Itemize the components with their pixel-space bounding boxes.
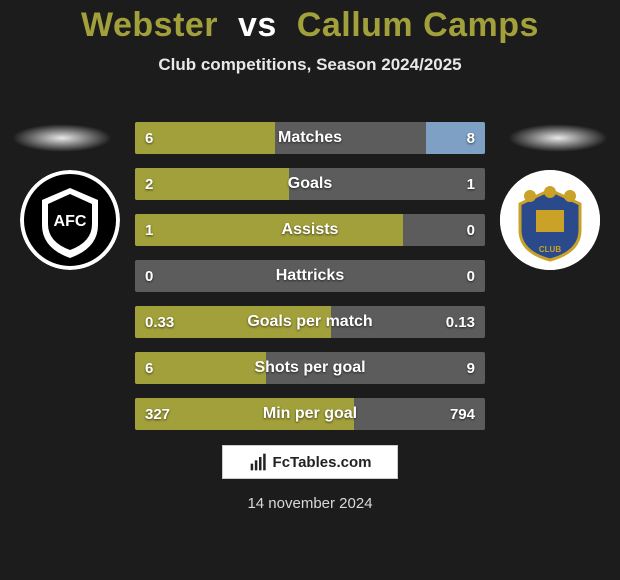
stat-bar-right (426, 122, 486, 154)
svg-text:AFC: AFC (54, 213, 87, 230)
player1-name: Webster (81, 6, 218, 44)
stat-row: 327794Min per goal (135, 398, 485, 430)
player2-name: Callum Camps (297, 6, 539, 44)
stat-value-right: 1 (467, 168, 475, 200)
stat-row: 68Matches (135, 122, 485, 154)
stat-value-left: 0.33 (145, 306, 174, 338)
stat-bar-left (135, 352, 266, 384)
page-title: Webster vs Callum Camps (0, 0, 620, 45)
stat-value-right: 0 (467, 214, 475, 246)
stat-row: 0 0Hattricks (135, 260, 485, 292)
stat-value-left: 1 (145, 214, 153, 246)
player2-shadow (508, 124, 608, 152)
stat-bar-left (135, 168, 289, 200)
shield-icon: AFC (20, 170, 120, 270)
stat-value-right: 794 (450, 398, 475, 430)
stat-value-left: 0 (145, 260, 153, 292)
crest-icon: CLUB (500, 170, 600, 270)
player1-shadow (12, 124, 112, 152)
comparison-infographic: Webster vs Callum Camps Club competition… (0, 0, 620, 580)
branding-text: FcTables.com (273, 454, 372, 471)
stat-value-right: 8 (467, 122, 475, 154)
vs-text: vs (238, 6, 277, 44)
stat-bar-left (135, 214, 403, 246)
stat-bars: 68Matches21Goals10Assists00Hattricks0.33… (135, 122, 485, 444)
stat-value-right: 0 (467, 260, 475, 292)
subtitle: Club competitions, Season 2024/2025 (0, 55, 620, 75)
stat-value-right: 0.13 (446, 306, 475, 338)
chart-icon (249, 452, 269, 472)
stat-row: 0.330.13Goals per match (135, 306, 485, 338)
stat-row: 10Assists (135, 214, 485, 246)
player2-club-badge: CLUB (500, 170, 600, 270)
stat-value-left: 6 (145, 352, 153, 384)
stat-bar-left (135, 122, 275, 154)
stat-value-left: 6 (145, 122, 153, 154)
stat-value-left: 2 (145, 168, 153, 200)
stat-label: Hattricks (135, 260, 485, 292)
player1-club-badge: AFC (20, 170, 120, 270)
date-text: 14 november 2024 (0, 495, 620, 512)
svg-text:CLUB: CLUB (539, 245, 561, 254)
stat-value-right: 9 (467, 352, 475, 384)
stat-row: 69Shots per goal (135, 352, 485, 384)
stat-value-left: 327 (145, 398, 170, 430)
stat-row: 21Goals (135, 168, 485, 200)
branding-badge: FcTables.com (222, 445, 398, 479)
